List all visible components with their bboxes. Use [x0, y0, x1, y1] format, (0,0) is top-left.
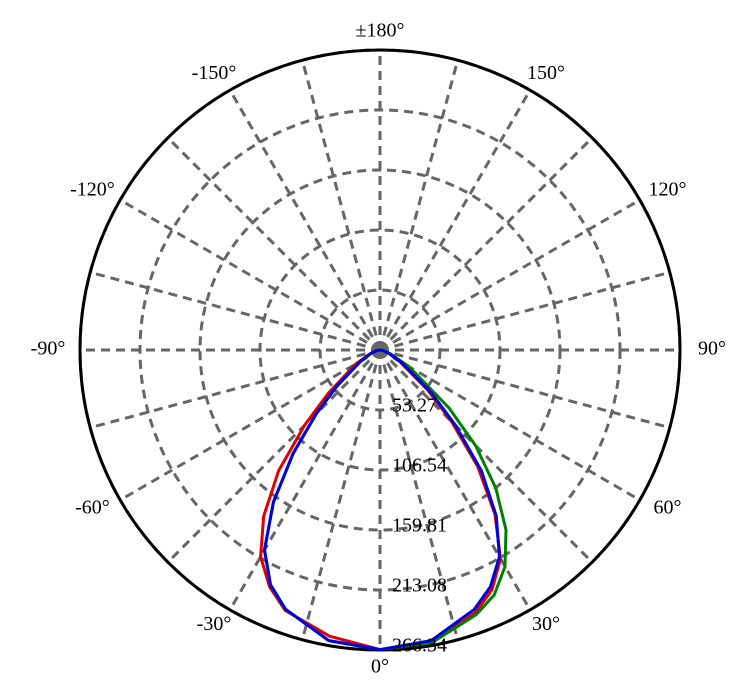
grid-spoke: [228, 89, 382, 351]
angle-label: -150°: [192, 62, 237, 84]
grid-spoke: [379, 198, 641, 352]
grid-spoke: [379, 270, 671, 352]
grid-spoke: [300, 349, 382, 641]
angle-label: -90°: [31, 338, 66, 360]
grid-spoke: [119, 198, 381, 352]
angle-label: 120°: [649, 179, 687, 201]
angle-label: -60°: [75, 497, 110, 519]
grid-spoke: [379, 348, 641, 502]
grid-spoke: [119, 348, 381, 502]
grid-spoke: [379, 348, 671, 430]
r-tick-label: 213.08: [392, 575, 447, 597]
angle-label: -30°: [197, 613, 232, 635]
grid-spoke: [378, 89, 532, 351]
grid-spoke: [89, 348, 381, 430]
series-line: [259, 348, 502, 652]
grid-spoke: [378, 59, 460, 351]
grid-spoke: [166, 136, 382, 352]
r-tick-label: 53.27: [392, 395, 437, 417]
angle-label: 30°: [532, 613, 560, 635]
grid-spoke: [378, 348, 594, 564]
plot: [259, 348, 508, 652]
r-tick-label: 266.34: [392, 635, 447, 657]
angle-label: ±180°: [356, 20, 405, 42]
angle-label: 60°: [654, 497, 682, 519]
grid-spoke: [378, 136, 594, 352]
angle-label: 150°: [527, 62, 565, 84]
grid: [78, 48, 682, 652]
angle-label: -120°: [70, 179, 115, 201]
grid-spoke: [378, 349, 460, 641]
angle-label: 90°: [698, 338, 726, 360]
grid-spoke: [300, 59, 382, 351]
r-tick-label: 106.54: [392, 455, 447, 477]
grid-spoke: [89, 270, 381, 352]
grid-spoke: [378, 349, 532, 611]
grid-spoke: [166, 348, 382, 564]
series-line: [263, 348, 501, 652]
r-tick-label: 159.81: [392, 515, 447, 537]
labels: 0° 30° 60° 90° 120° 150° ±180° -150° -120° -90° -6…: [31, 20, 726, 678]
grid-spoke: [228, 349, 382, 611]
angle-label: 0°: [371, 656, 389, 678]
